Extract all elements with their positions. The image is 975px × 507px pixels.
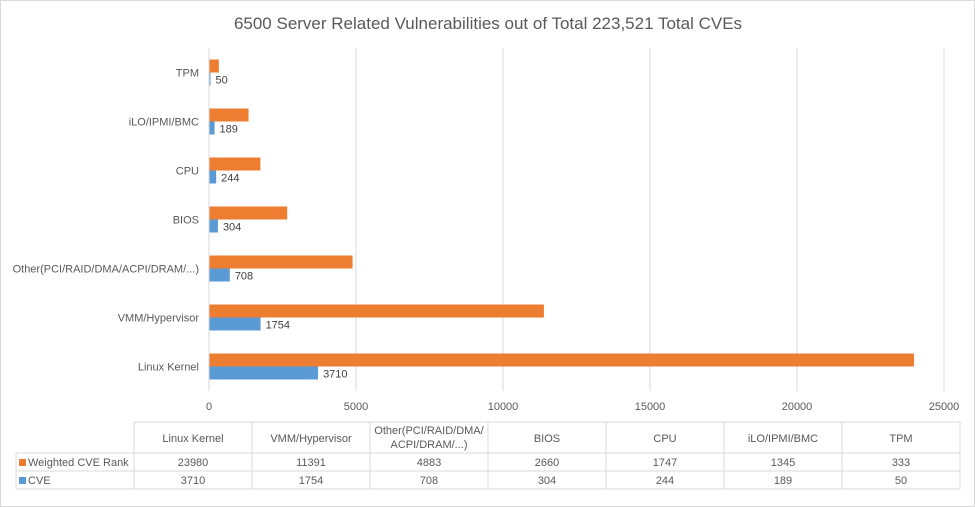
data-label-cve: 244	[221, 173, 239, 185]
x-tick-label: 0	[206, 401, 212, 413]
x-tick-label: 15000	[635, 401, 666, 413]
bar-cve	[209, 170, 217, 184]
y-category-label: TPM	[176, 68, 199, 80]
bar-weighted-cve-rank	[209, 304, 544, 318]
data-label-cve: 708	[235, 271, 253, 283]
y-category-label: Other(PCI/RAID/DMA/ACPI/DRAM/...)	[13, 264, 199, 276]
y-category-label: Linux Kernel	[138, 362, 199, 374]
bar-weighted-cve-rank	[209, 206, 288, 220]
table-column-header: VMM/Hypervisor	[270, 433, 352, 445]
table-cell: 11391	[296, 457, 326, 469]
table-cell: 189	[774, 475, 792, 487]
table-cell: 50	[895, 475, 907, 487]
bar-weighted-cve-rank	[209, 59, 219, 73]
bar-cve	[209, 268, 230, 282]
table-column-header: Linux Kernel	[162, 433, 223, 445]
table-cell: 2660	[535, 457, 559, 469]
table-cell: 333	[892, 457, 910, 469]
y-category-label: iLO/IPMI/BMC	[129, 117, 199, 129]
data-label-cve: 50	[215, 75, 227, 87]
y-category-label: BIOS	[173, 215, 199, 227]
table-cell: 304	[538, 475, 556, 487]
table-column-header: ACPI/DRAM/...)	[390, 439, 467, 451]
table-cell: 708	[420, 475, 438, 487]
x-tick-label: 10000	[488, 401, 519, 413]
table-cell: 244	[656, 475, 674, 487]
x-tick-label: 20000	[782, 401, 813, 413]
data-label-cve: 189	[220, 124, 238, 136]
table-cell: 1754	[299, 475, 323, 487]
chart-title: 6500 Server Related Vulnerabilities out …	[234, 14, 742, 33]
table-cell: 1747	[653, 457, 677, 469]
legend-swatch	[19, 459, 26, 466]
bar-weighted-cve-rank	[209, 353, 915, 367]
bar-cve	[209, 366, 319, 380]
data-label-cve: 3710	[323, 369, 347, 381]
table-cell: 3710	[181, 475, 205, 487]
legend-label: Weighted CVE Rank	[28, 457, 129, 469]
bar-weighted-cve-rank	[209, 108, 249, 122]
table-column-header: CPU	[653, 433, 676, 445]
bar-weighted-cve-rank	[209, 255, 353, 269]
legend-swatch	[19, 477, 26, 484]
legend-label: CVE	[28, 475, 51, 487]
data-label-cve: 304	[223, 222, 241, 234]
bar-cve	[209, 121, 215, 135]
table-column-header: BIOS	[534, 433, 560, 445]
bar-cve	[209, 219, 218, 233]
x-tick-label: 5000	[344, 401, 368, 413]
table-column-header: Other(PCI/RAID/DMA/	[374, 425, 484, 437]
table-cell: 23980	[178, 457, 209, 469]
data-label-cve: 1754	[266, 320, 290, 332]
bar-cve	[209, 317, 261, 331]
x-tick-label: 25000	[929, 401, 960, 413]
table-column-header: iLO/IPMI/BMC	[748, 433, 818, 445]
table-cell: 1345	[771, 457, 795, 469]
table-column-header: TPM	[889, 433, 912, 445]
bar-cve	[209, 72, 211, 86]
y-category-label: VMM/Hypervisor	[118, 313, 200, 325]
bar-weighted-cve-rank	[209, 157, 261, 171]
table-cell: 4883	[417, 457, 441, 469]
y-category-label: CPU	[176, 166, 199, 178]
